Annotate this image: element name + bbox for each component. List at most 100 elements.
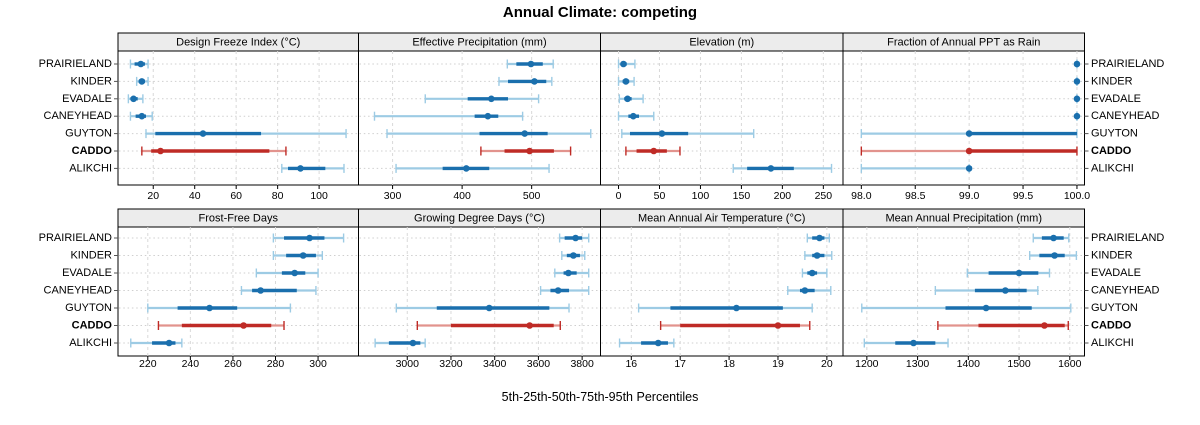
x-tick-label: 40 [189, 190, 201, 202]
median-dot [409, 339, 417, 347]
site-label-right: KINDER [1091, 250, 1133, 262]
site-label-left: GUYTON [65, 128, 112, 140]
median-dot [622, 78, 630, 85]
site-label-right: PRAIRIELAND [1091, 232, 1164, 244]
median-dot [1015, 269, 1023, 277]
site-label-left: PRAIRIELAND [39, 232, 112, 244]
median-dot [257, 287, 264, 294]
x-tick-label: 16 [625, 358, 637, 370]
chart-title: Annual Climate: competing [502, 4, 698, 21]
percentile-whisker-alikchi [860, 163, 973, 173]
site-label-right: CANEYHEAD [1091, 285, 1160, 297]
median-dot [565, 269, 572, 277]
median-dot [629, 112, 637, 120]
site-label-left: CANEYHEAD [44, 110, 113, 122]
percentile-whisker-kinder [561, 251, 586, 260]
percentile-whisker-guyton [145, 129, 347, 139]
panel-1-2 [600, 208, 844, 360]
panel-strip-title: Elevation (m) [689, 37, 754, 49]
percentile-whisker-evadale [618, 94, 644, 104]
median-dot [570, 252, 577, 259]
median-dot [1073, 60, 1081, 68]
x-tick-label: 3400 [483, 358, 507, 370]
site-label-left: CANEYHEAD [44, 285, 113, 297]
median-dot [1051, 252, 1058, 259]
panel-0-3 [842, 32, 1089, 189]
panel-0-1 [358, 32, 601, 189]
x-tick-label: 300 [384, 190, 402, 202]
site-label-right: ALIKCHI [1091, 337, 1134, 349]
x-tick-label: 280 [267, 358, 285, 370]
percentile-whisker-alikchi [374, 338, 426, 348]
panel-plot-area [358, 50, 601, 186]
panel-plot-area [117, 226, 359, 357]
panel-strip-title: Mean Annual Precipitation (mm) [885, 213, 1042, 225]
median-dot [801, 287, 809, 294]
percentile-whisker-evadale [1073, 94, 1081, 104]
percentile-whisker-caddo [625, 146, 681, 156]
percentile-whisker-guyton [621, 129, 755, 139]
percentile-whisker-prairieland [1073, 59, 1081, 69]
percentile-whisker-guyton [861, 303, 1072, 313]
percentile-whisker-evadale [966, 268, 1051, 278]
percentile-whisker-evadale [554, 268, 590, 278]
percentile-whisker-guyton [637, 303, 813, 313]
median-dot [982, 304, 990, 312]
x-tick-label: 3000 [396, 358, 420, 370]
median-dot [462, 165, 470, 172]
x-tick-label: 220 [139, 358, 157, 370]
panel-plot-area [117, 50, 359, 186]
median-dot [485, 304, 493, 312]
percentile-whisker-caddo [659, 321, 811, 330]
x-tick-label: 100 [310, 190, 328, 202]
panel-1-1 [358, 208, 601, 360]
median-dot [137, 60, 145, 68]
percentiles-caption: 5th-25th-50th-75th-95th Percentiles [501, 390, 699, 404]
site-label-right: CANEYHEAD [1091, 110, 1160, 122]
median-dot [240, 322, 247, 329]
median-dot [206, 304, 213, 312]
site-label-right: GUYTON [1091, 302, 1138, 314]
percentile-whisker-alikchi [863, 338, 949, 348]
x-tick-label: 1500 [1007, 358, 1031, 370]
median-dot [650, 147, 658, 155]
percentile-whisker-evadale [424, 94, 540, 104]
x-tick-label: 80 [272, 190, 284, 202]
percentile-whisker-prairieland [506, 59, 554, 69]
site-label-left: PRAIRIELAND [39, 58, 112, 70]
x-tick-label: 99.0 [959, 190, 980, 202]
median-dot [306, 234, 313, 242]
percentile-whisker-prairieland [558, 233, 590, 243]
percentile-whisker-caneyhead [1073, 111, 1081, 121]
median-dot [1073, 112, 1081, 120]
percentile-whisker-kinder [272, 251, 324, 260]
percentile-whisker-kinder [804, 251, 833, 260]
median-dot [554, 287, 562, 294]
percentile-whisker-caddo [141, 146, 287, 156]
x-tick-label: 1600 [1058, 358, 1082, 370]
percentile-whisker-prairieland [1032, 233, 1070, 243]
median-dot [526, 322, 533, 329]
x-tick-label: 240 [182, 358, 200, 370]
x-tick-label: 17 [674, 358, 686, 370]
median-dot [138, 78, 146, 85]
median-dot [624, 95, 631, 103]
percentile-whisker-guyton [860, 129, 1078, 139]
site-label-left: ALIKCHI [69, 337, 112, 349]
panel-0-0 [114, 32, 359, 189]
site-label-left: KINDER [70, 250, 112, 262]
median-dot [1050, 234, 1057, 242]
percentile-whisker-caddo [480, 146, 572, 156]
site-label-left: GUYTON [65, 302, 112, 314]
site-label-right: KINDER [1091, 75, 1133, 87]
percentile-whisker-alikchi [281, 163, 345, 173]
median-dot [965, 165, 973, 172]
panel-plot-area [842, 50, 1085, 186]
x-tick-label: 20 [821, 358, 833, 370]
median-dot [813, 252, 821, 259]
median-dot [130, 95, 137, 103]
x-tick-label: 98.0 [851, 190, 872, 202]
median-dot [291, 269, 298, 277]
panel-strip-title: Frost-Free Days [199, 213, 279, 225]
